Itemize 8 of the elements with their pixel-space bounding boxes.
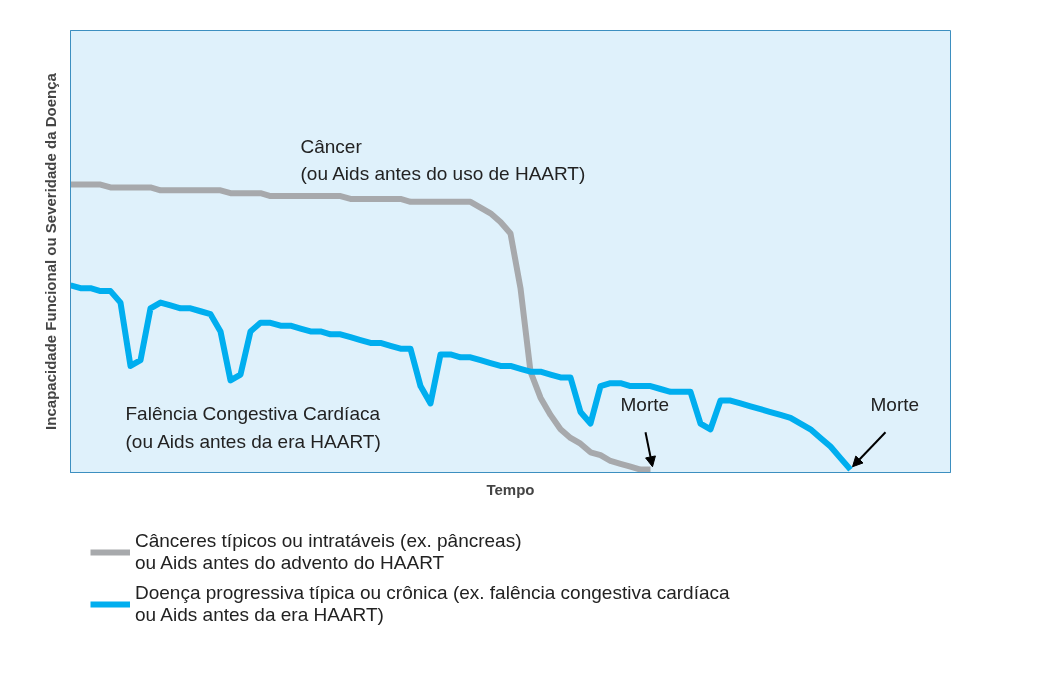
- y-axis-title: Incapacidade Funcional ou Severidade da Doença: [41, 72, 59, 430]
- text: Câncer (ou Aids antes do uso de HAART): [300, 135, 586, 184]
- legend-label: Doença progressiva típica ou crônica (ex. falência congestiva cardíaca ou Aids antes da era HAART): [135, 582, 730, 626]
- legend-label: Cânceres típicos ou intratáveis (ex. pâncreas) ou Aids antes do advento do HAART: [135, 530, 522, 574]
- annotation: Falência Congestiva Cardíaca (ou Aids antes da era HAART): [125, 403, 381, 452]
- annotation: Morte: [870, 393, 920, 415]
- x-axis-title: Tempo: [486, 480, 535, 498]
- annotation: Morte: [620, 393, 670, 415]
